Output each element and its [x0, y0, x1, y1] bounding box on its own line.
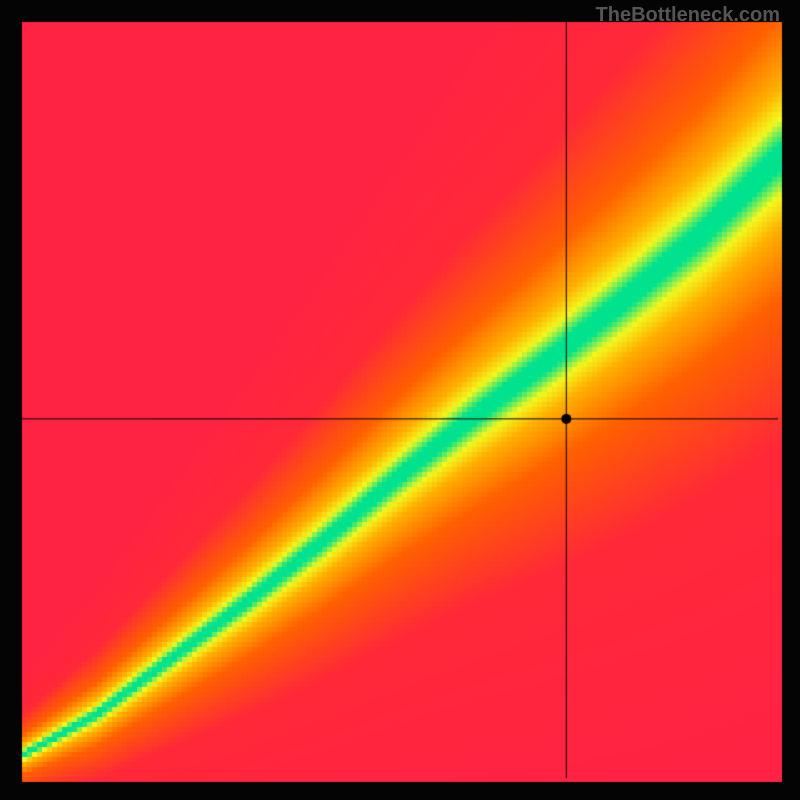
- chart-container: TheBottleneck.com: [0, 0, 800, 800]
- watermark-text: TheBottleneck.com: [596, 4, 780, 27]
- heatmap-canvas: [0, 0, 800, 800]
